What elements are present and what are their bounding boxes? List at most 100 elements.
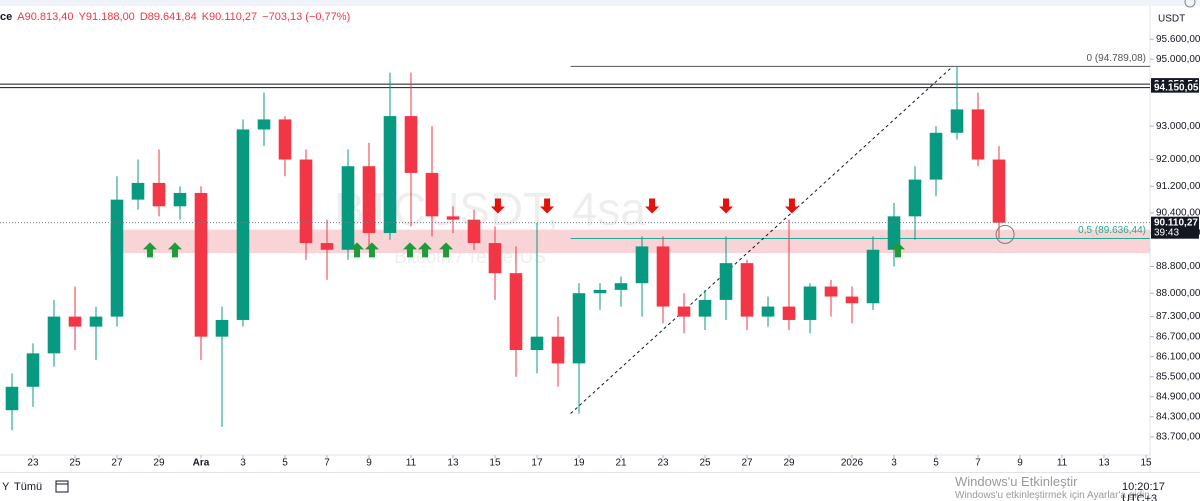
- sell-arrow: [540, 198, 555, 214]
- buy-arrow: [142, 242, 157, 258]
- candle-body: [152, 182, 166, 207]
- y-tick-label: 86.700,00: [1156, 331, 1200, 342]
- candle-body: [530, 336, 544, 351]
- candle-body: [803, 286, 817, 320]
- candle-body: [341, 166, 355, 250]
- y-tick-label: 86.100,00: [1156, 351, 1200, 362]
- os-watermark-title: Windows'u Etkinleştir: [955, 474, 1078, 489]
- y-tick-label: 87.300,00: [1156, 311, 1200, 322]
- buy-arrow: [167, 242, 182, 258]
- candle-body: [68, 316, 82, 327]
- close: K90.110,27: [201, 11, 258, 23]
- calendar-icon[interactable]: [55, 479, 69, 493]
- x-tick-label: 21: [615, 458, 627, 469]
- candle-body: [698, 299, 712, 317]
- x-tick-label: 17: [531, 458, 543, 469]
- candle-body: [887, 216, 901, 250]
- x-tick-label: 11: [1057, 458, 1068, 469]
- sell-arrow: [645, 198, 660, 214]
- candle-body: [278, 119, 292, 160]
- candle-body: [131, 182, 145, 200]
- y-tick-label: 84.300,00: [1156, 412, 1200, 423]
- x-tick-label: 29: [153, 458, 165, 469]
- y-tick-label: 85.500,00: [1156, 371, 1200, 382]
- candle-body: [551, 336, 565, 364]
- candle-body: [950, 109, 964, 133]
- candle-body: [509, 273, 523, 351]
- buy-arrow: [402, 242, 417, 258]
- candle-body: [446, 216, 460, 220]
- x-tick-label: Ara: [193, 458, 210, 469]
- price-line-label: 94.150,05: [1154, 82, 1199, 93]
- candle-body: [740, 263, 754, 317]
- marker-circle: [995, 224, 1015, 244]
- buy-arrow: [364, 242, 379, 258]
- y-tick-label: 91.200,00: [1156, 181, 1200, 192]
- x-tick-label: 11: [406, 458, 417, 469]
- candle-body: [425, 172, 439, 217]
- candle-body: [299, 159, 313, 244]
- y-tick-label: 93.000,00: [1156, 121, 1200, 132]
- candle-body: [635, 246, 649, 284]
- x-tick-label: 29: [783, 458, 795, 469]
- candle-body: [971, 109, 985, 160]
- y-tick-label: 84.900,00: [1156, 391, 1200, 402]
- y-tick-label: 88.000,00: [1156, 288, 1200, 299]
- countdown-label: 39:43: [1154, 227, 1179, 238]
- candle-body: [845, 296, 859, 304]
- range-button[interactable]: Y: [2, 481, 10, 493]
- candle-body: [215, 319, 229, 337]
- x-tick-label: 15: [489, 458, 501, 469]
- candle-body: [719, 263, 733, 300]
- x-tick-label: 2026: [841, 458, 864, 469]
- x-tick-label: 13: [1098, 458, 1110, 469]
- sell-arrow: [719, 198, 734, 214]
- candle-body: [467, 219, 481, 244]
- candle-body: [824, 286, 838, 297]
- candle-body: [782, 306, 796, 320]
- range-all-button[interactable]: Tümü: [14, 481, 43, 493]
- x-tick-label: 5: [933, 458, 939, 469]
- x-tick-label: 25: [699, 458, 711, 469]
- candle-body: [5, 386, 19, 411]
- candle-body: [257, 119, 271, 130]
- x-tick-label: 7: [975, 458, 981, 469]
- candle-body: [866, 249, 880, 304]
- candle-body: [47, 316, 61, 354]
- sell-arrow: [490, 198, 505, 214]
- candle-body: [677, 306, 691, 317]
- settings-icon[interactable]: [1184, 0, 1196, 8]
- ohlc-legend: ce A90.813,40 Y91.188,00 D89.641,84 K90.110,…: [0, 11, 355, 23]
- x-tick-label: 3: [240, 458, 246, 469]
- y-tick-label: 95.600,00: [1156, 34, 1200, 45]
- x-tick-label: 23: [657, 458, 669, 469]
- sell-arrow: [784, 198, 799, 214]
- x-tick-label: 9: [366, 458, 372, 469]
- x-tick-label: 25: [69, 458, 81, 469]
- y-tick-label: 92.000,00: [1156, 154, 1200, 165]
- os-watermark-subtitle: Windows'u etkinleştirmek için Ayarlar'a …: [955, 490, 1153, 501]
- fib-label: 0 (94.789,08): [1087, 53, 1147, 64]
- candle-body: [110, 199, 124, 317]
- x-tick-label: 7: [324, 458, 330, 469]
- x-tick-label: 19: [573, 458, 585, 469]
- candle-body: [26, 353, 40, 387]
- x-tick-label: 5: [282, 458, 288, 469]
- candle-body: [173, 192, 187, 207]
- candle-body: [593, 289, 607, 294]
- y-tick-label: 88.800,00: [1156, 261, 1200, 272]
- candle-body: [89, 316, 103, 327]
- candle-body: [572, 293, 586, 364]
- buy-arrow: [350, 242, 365, 258]
- open: A90.813,40: [17, 11, 74, 23]
- x-tick-label: 15: [1140, 458, 1152, 469]
- candle-body: [194, 192, 208, 337]
- trend-line: [570, 65, 954, 414]
- candle-body: [929, 132, 943, 180]
- toolbar: Y Tümü Windows'u Etkinleştir Windows'u e…: [0, 472, 1200, 501]
- support-zone: [110, 229, 1150, 254]
- candle-body: [320, 243, 334, 250]
- x-tick-label: 3: [891, 458, 897, 469]
- candle-body: [761, 306, 775, 317]
- fib-label: 0,5 (89.636,44): [1078, 225, 1146, 236]
